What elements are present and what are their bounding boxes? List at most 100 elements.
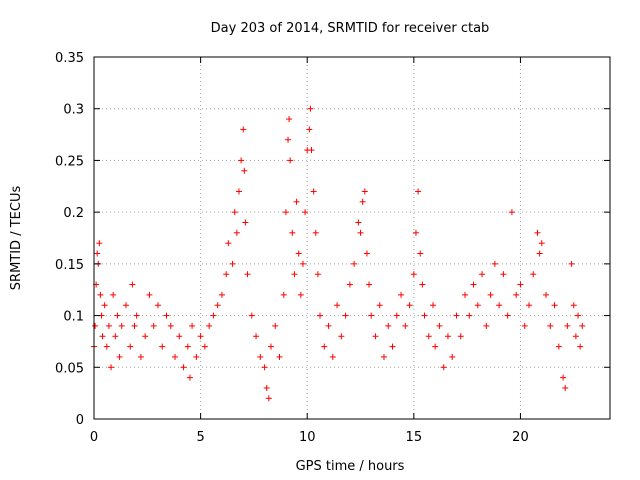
data-point [419, 281, 426, 288]
data-point [500, 271, 507, 278]
data-point [307, 105, 314, 112]
data-point [150, 322, 157, 329]
data-point [355, 219, 362, 226]
data-point [312, 229, 319, 236]
data-point [146, 291, 153, 298]
data-point [287, 157, 294, 164]
data-point [483, 322, 490, 329]
x-tick-label: 15 [406, 430, 423, 445]
y-tick-label: 0.15 [55, 258, 84, 273]
data-point [534, 229, 541, 236]
data-point [244, 271, 251, 278]
data-point [297, 291, 304, 298]
data-point [308, 147, 315, 154]
data-point [99, 333, 106, 340]
y-axis-label: SRMTID / TECUs [9, 186, 24, 291]
data-point [265, 395, 272, 402]
data-point [436, 322, 443, 329]
data-point [110, 291, 117, 298]
data-point [263, 384, 270, 391]
data-point [325, 322, 332, 329]
data-point [425, 333, 432, 340]
data-point [167, 322, 174, 329]
data-point [568, 260, 575, 267]
y-tick-labels: 0 0.05 0.1 0.15 0.2 0.25 0.3 0.35 [55, 51, 84, 428]
data-point [286, 116, 293, 123]
data-point [361, 188, 368, 195]
data-point [189, 322, 196, 329]
data-point [415, 188, 422, 195]
data-point [521, 322, 528, 329]
data-point [479, 271, 486, 278]
data-point [575, 312, 582, 319]
data-point [577, 343, 584, 350]
data-point [321, 343, 328, 350]
data-point [218, 291, 225, 298]
y-tick-label: 0.25 [55, 154, 84, 169]
data-point [176, 333, 183, 340]
data-point [453, 312, 460, 319]
data-point [536, 250, 543, 257]
data-point [97, 291, 104, 298]
data-point [96, 240, 103, 247]
data-point [466, 312, 473, 319]
data-point [223, 271, 230, 278]
data-point [579, 322, 586, 329]
data-point [572, 333, 579, 340]
data-point [276, 353, 283, 360]
data-point [267, 343, 274, 350]
data-point [180, 364, 187, 371]
data-point [440, 364, 447, 371]
data-point [334, 302, 341, 309]
data-point [421, 312, 428, 319]
data-point [248, 312, 255, 319]
data-point [282, 209, 289, 216]
data-point [291, 271, 298, 278]
data-point [261, 364, 268, 371]
data-point [406, 302, 413, 309]
data-point [103, 343, 110, 350]
y-tick-label: 0.2 [63, 206, 84, 221]
data-point [116, 353, 123, 360]
data-point [235, 188, 242, 195]
data-point [564, 322, 571, 329]
data-point [560, 374, 567, 381]
y-tick-label: 0.1 [63, 310, 84, 325]
data-points [91, 105, 586, 402]
ticks [93, 56, 610, 420]
data-point [184, 343, 191, 350]
x-tick-label: 5 [196, 430, 204, 445]
data-point [525, 302, 532, 309]
data-point [543, 291, 550, 298]
data-point [122, 302, 129, 309]
data-point [398, 291, 405, 298]
data-point [137, 353, 144, 360]
data-point [417, 250, 424, 257]
data-point [508, 209, 515, 216]
data-point [231, 209, 238, 216]
data-point [306, 126, 313, 133]
data-point [240, 126, 247, 133]
data-point [186, 374, 193, 381]
y-tick-label: 0.05 [55, 361, 84, 376]
data-point [193, 353, 200, 360]
data-point [474, 302, 481, 309]
data-point [201, 343, 208, 350]
data-point [470, 281, 477, 288]
x-tick-label: 20 [512, 430, 529, 445]
data-point [393, 312, 400, 319]
data-point [372, 333, 379, 340]
chart-title: Day 203 of 2014, SRMTID for receiver cta… [211, 21, 490, 36]
data-point [233, 229, 240, 236]
data-point [496, 302, 503, 309]
data-point [329, 353, 336, 360]
data-point [412, 229, 419, 236]
x-axis-label: GPS time / hours [296, 459, 405, 474]
data-point [338, 333, 345, 340]
data-point [163, 312, 170, 319]
data-point [172, 353, 179, 360]
data-point [114, 312, 121, 319]
data-point [491, 260, 498, 267]
data-point [314, 271, 321, 278]
data-point [118, 322, 125, 329]
